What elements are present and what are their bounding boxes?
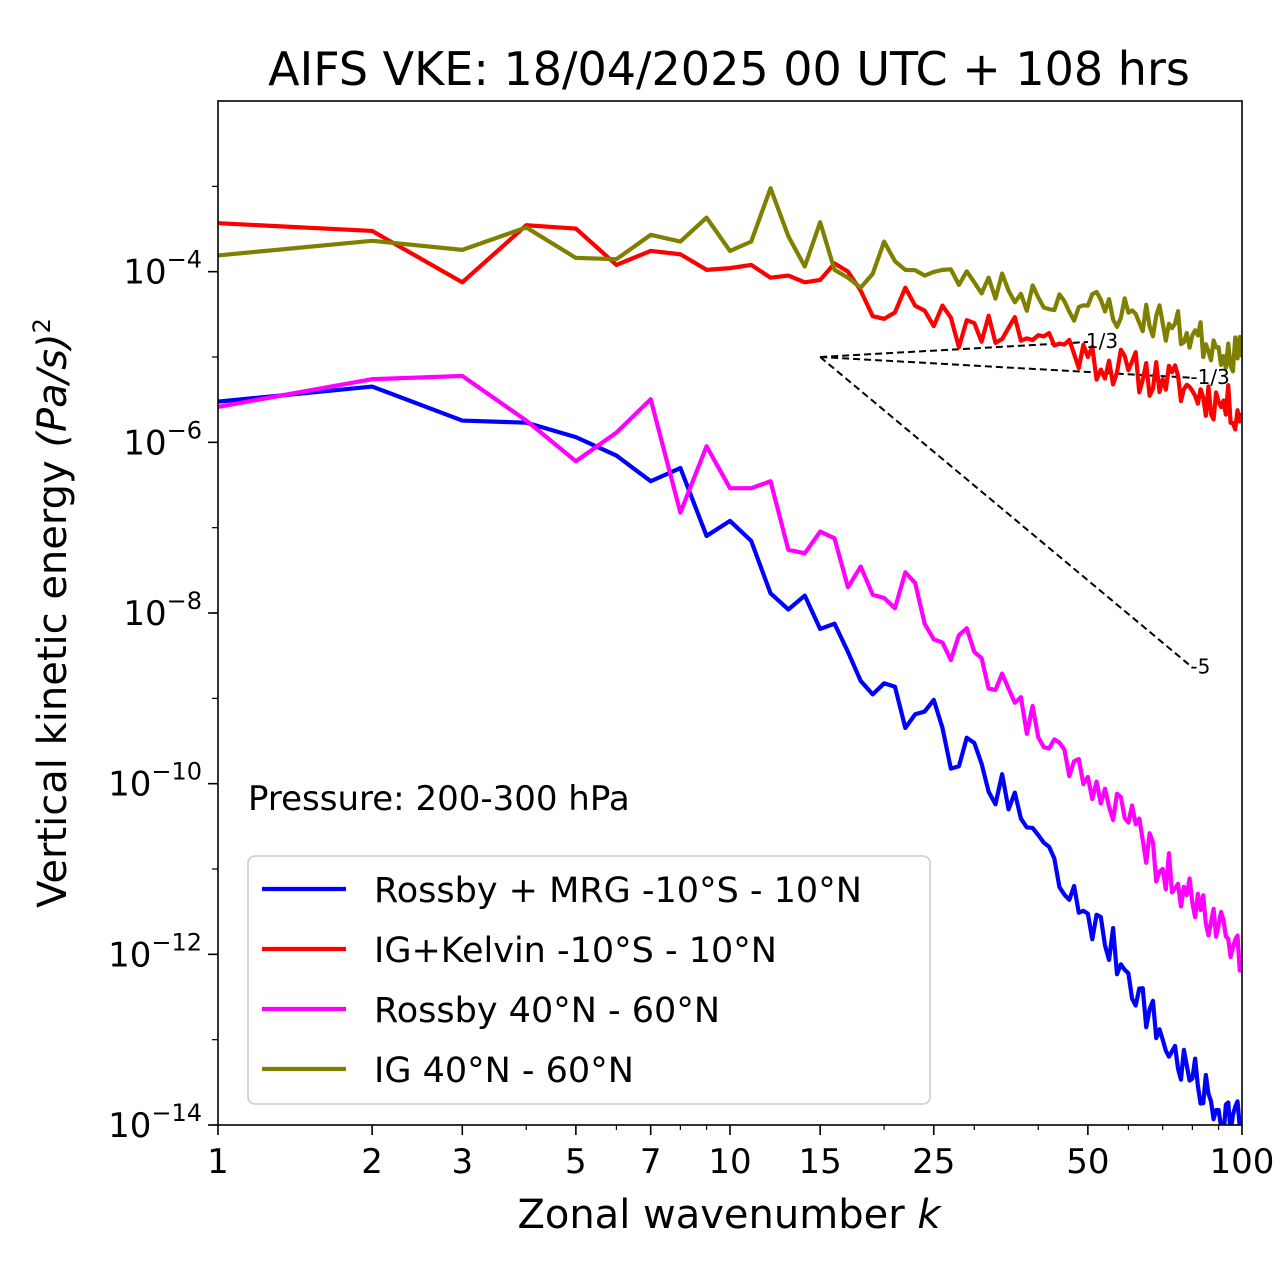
y-axis-ticks: 10−14 10−12 10−10 10−8 10−6 10−4 [108, 185, 218, 1146]
pressure-annotation: Pressure: 200-300 hPa [248, 779, 630, 819]
series-line [218, 186, 1242, 374]
y-tick-label: 10−8 [123, 587, 202, 634]
reference-slope-label: -1/3 [1190, 365, 1229, 389]
legend-item: Rossby + MRG -10°S - 10°N [262, 871, 862, 911]
reference-slope-line [820, 340, 1088, 358]
reference-slope-line [820, 356, 1193, 379]
legend-label: IG 40°N - 60°N [374, 1051, 634, 1091]
series-line [218, 373, 1242, 973]
y-tick-label: 10−12 [108, 928, 202, 975]
x-tick-label: 3 [451, 1142, 473, 1182]
legend: Rossby + MRG -10°S - 10°N IG+Kelvin -10°S… [247, 855, 931, 1105]
chart-title: AIFS VKE: 18/04/2025 00 UTC + 108 hrs [268, 42, 1190, 96]
legend-item: IG 40°N - 60°N [262, 1051, 634, 1091]
legend-box [247, 855, 931, 1105]
reference-slope-lines [819, 340, 1194, 669]
legend-label: Rossby 40°N - 60°N [374, 991, 720, 1031]
x-tick-label: 100 [1210, 1142, 1275, 1182]
y-axis-label: Vertical kinetic energy (Pa/s)2 [28, 318, 76, 908]
reference-slope-labels: -1/3 1/3 -5 [1086, 329, 1230, 678]
y-tick-label: 10−14 [108, 1099, 202, 1146]
x-tick-label: 7 [640, 1142, 662, 1182]
reference-slope-label: 1/3 [1086, 329, 1118, 353]
x-tick-label: 15 [799, 1142, 842, 1182]
reference-slope-line [819, 356, 1194, 669]
reference-slope-label: -5 [1190, 654, 1210, 678]
x-tick-label: 50 [1066, 1142, 1109, 1182]
legend-label: IG+Kelvin -10°S - 10°N [374, 931, 777, 971]
x-tick-label: 2 [361, 1142, 383, 1182]
x-tick-label: 10 [708, 1142, 751, 1182]
series-lines [218, 186, 1242, 1125]
x-tick-label: 1 [207, 1142, 229, 1182]
y-tick-label: 10−4 [123, 246, 202, 293]
legend-item: IG+Kelvin -10°S - 10°N [262, 931, 777, 971]
series-line [218, 384, 1242, 1125]
legend-label: Rossby + MRG -10°S - 10°N [374, 871, 862, 911]
legend-item: Rossby 40°N - 60°N [262, 991, 720, 1031]
x-axis-ticks: 1 2 3 5 7 10 15 25 50 100 [207, 1125, 1274, 1182]
x-tick-label: 25 [912, 1142, 955, 1182]
y-tick-label: 10−6 [123, 416, 202, 463]
x-axis-label: Zonal wavenumber k [517, 1192, 942, 1238]
x-tick-label: 5 [565, 1142, 587, 1182]
y-tick-label: 10−10 [108, 758, 202, 805]
